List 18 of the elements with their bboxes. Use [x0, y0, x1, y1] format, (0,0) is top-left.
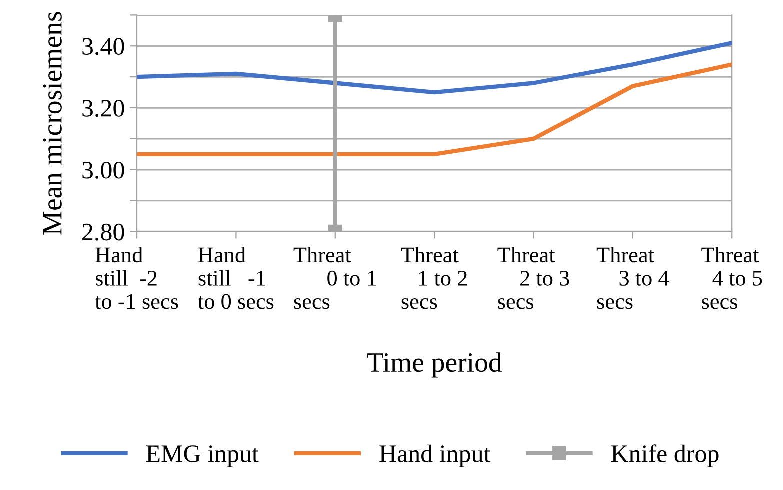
y-tick-label: 3.20 [82, 100, 124, 118]
line-series [137, 40, 732, 95]
x-tick-label: Threat 3 to 4 secs [596, 247, 669, 310]
x-axis-title: Time period [367, 352, 502, 378]
x-tick-label: Hand still -1 to 0 secs [198, 247, 274, 310]
legend-label: Hand input [380, 444, 491, 468]
x-tick-label: Threat 1 to 2 secs [401, 247, 467, 310]
legend-label: Knife drop [611, 444, 719, 468]
legend-label: EMG input [146, 446, 259, 468]
line-series [137, 62, 732, 157]
x-tick-label: Threat 4 to 5 secs [702, 247, 762, 310]
y-tick-label: 2.80 [82, 224, 124, 241]
y-axis-title: Mean microsiemens [43, 12, 62, 235]
y-tick-label: 3.40 [82, 38, 124, 56]
x-tick-label: Threat 2 to 3 secs [498, 247, 570, 310]
x-tick-label: Threat 0 to 1 secs [294, 247, 376, 310]
y-tick-label: 3.00 [82, 162, 124, 179]
x-tick-label: Hand still -2 to -1 secs [95, 247, 178, 310]
